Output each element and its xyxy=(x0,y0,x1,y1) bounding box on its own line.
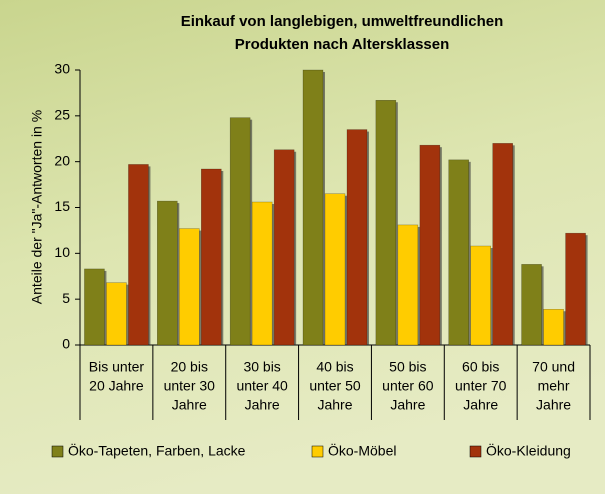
x-tick-label: 20 bis xyxy=(171,359,208,375)
x-tick-label: unter 60 xyxy=(382,378,434,394)
bar xyxy=(565,232,586,346)
bar xyxy=(157,200,178,346)
x-tick-label: 40 bis xyxy=(316,359,353,375)
bar xyxy=(273,149,295,346)
x-tick-label: 70 und xyxy=(532,359,575,375)
bar xyxy=(521,264,542,346)
bar xyxy=(397,224,419,346)
y-tick-label: 30 xyxy=(54,61,70,77)
legend-label: Öko-Kleidung xyxy=(486,442,571,459)
bar xyxy=(375,100,397,346)
bar xyxy=(543,309,564,346)
x-tick-label: Jahre xyxy=(390,397,425,413)
y-tick-label: 20 xyxy=(54,152,70,168)
y-tick-label: 25 xyxy=(54,107,70,123)
bar xyxy=(324,193,346,346)
y-axis-label: Anteile der "Ja"-Antworten in % xyxy=(29,110,45,304)
y-tick-label: 15 xyxy=(54,198,70,214)
bar xyxy=(229,117,251,346)
y-tick-label: 5 xyxy=(62,290,70,306)
x-tick-label: 20 Jahre xyxy=(89,378,144,394)
x-tick-label: Jahre xyxy=(463,397,498,413)
legend-swatch xyxy=(311,445,324,458)
x-tick-label: Jahre xyxy=(172,397,207,413)
x-tick-label: Jahre xyxy=(536,397,571,413)
bar xyxy=(201,168,222,346)
chart-title: Einkauf von langlebigen, umweltfreundlic… xyxy=(181,13,504,30)
y-tick-label: 10 xyxy=(54,244,70,260)
x-tick-label: 60 bis xyxy=(462,359,499,375)
chart-title: Produkten nach Altersklassen xyxy=(235,36,450,53)
x-tick-label: 50 bis xyxy=(389,359,426,375)
x-tick-label: Jahre xyxy=(317,397,352,413)
legend-swatch xyxy=(51,445,64,458)
x-tick-label: 30 bis xyxy=(243,359,280,375)
bar xyxy=(419,144,441,346)
y-tick-label: 0 xyxy=(62,336,70,352)
bar xyxy=(84,268,105,346)
bar xyxy=(302,69,324,346)
bar xyxy=(346,129,368,346)
bar xyxy=(251,201,273,346)
bar xyxy=(179,228,200,346)
x-tick-label: unter 40 xyxy=(236,378,288,394)
x-tick-label: unter 70 xyxy=(455,378,507,394)
x-tick-label: unter 50 xyxy=(309,378,361,394)
bar xyxy=(470,245,491,346)
x-tick-label: Jahre xyxy=(245,397,280,413)
legend-label: Öko-Tapeten, Farben, Lacke xyxy=(68,442,246,459)
x-tick-label: mehr xyxy=(538,378,570,394)
legend-swatch xyxy=(469,445,482,458)
x-tick-label: unter 30 xyxy=(164,378,216,394)
bar xyxy=(492,143,513,346)
bar xyxy=(128,164,149,346)
x-tick-label: Bis unter xyxy=(89,359,145,375)
legend-label: Öko-Möbel xyxy=(328,442,396,459)
bar xyxy=(106,282,127,346)
bar xyxy=(448,159,469,346)
